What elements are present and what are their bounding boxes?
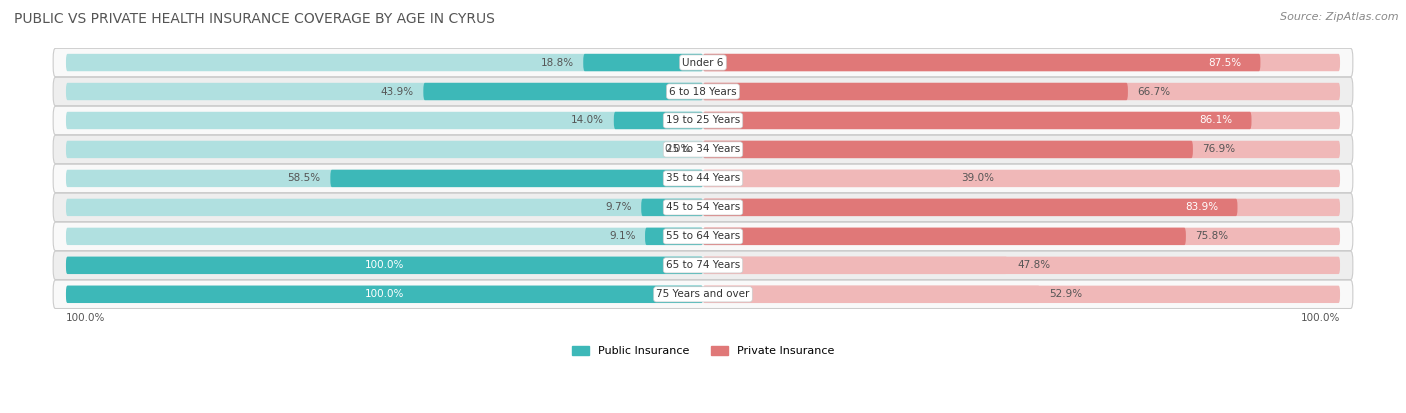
- Text: 66.7%: 66.7%: [1137, 86, 1171, 97]
- Text: 6 to 18 Years: 6 to 18 Years: [669, 86, 737, 97]
- FancyBboxPatch shape: [53, 280, 1353, 309]
- Legend: Public Insurance, Private Insurance: Public Insurance, Private Insurance: [568, 341, 838, 361]
- Text: Source: ZipAtlas.com: Source: ZipAtlas.com: [1281, 12, 1399, 22]
- FancyBboxPatch shape: [66, 228, 703, 245]
- FancyBboxPatch shape: [53, 77, 1353, 106]
- FancyBboxPatch shape: [53, 106, 1353, 135]
- FancyBboxPatch shape: [53, 193, 1353, 222]
- FancyBboxPatch shape: [703, 83, 1128, 100]
- FancyBboxPatch shape: [645, 228, 703, 245]
- FancyBboxPatch shape: [703, 228, 1185, 245]
- Text: 0.0%: 0.0%: [664, 145, 690, 154]
- Text: 76.9%: 76.9%: [1202, 145, 1236, 154]
- FancyBboxPatch shape: [703, 170, 1340, 187]
- FancyBboxPatch shape: [703, 141, 1192, 158]
- FancyBboxPatch shape: [66, 54, 703, 71]
- Text: 43.9%: 43.9%: [381, 86, 413, 97]
- Text: 9.1%: 9.1%: [609, 231, 636, 241]
- FancyBboxPatch shape: [423, 83, 703, 100]
- FancyBboxPatch shape: [66, 199, 703, 216]
- FancyBboxPatch shape: [703, 286, 1040, 303]
- FancyBboxPatch shape: [614, 112, 703, 129]
- FancyBboxPatch shape: [703, 256, 1340, 274]
- FancyBboxPatch shape: [66, 83, 703, 100]
- FancyBboxPatch shape: [53, 48, 1353, 77]
- FancyBboxPatch shape: [66, 170, 703, 187]
- Text: 19 to 25 Years: 19 to 25 Years: [666, 116, 740, 126]
- Text: 65 to 74 Years: 65 to 74 Years: [666, 260, 740, 271]
- Text: 14.0%: 14.0%: [571, 116, 605, 126]
- FancyBboxPatch shape: [703, 199, 1340, 216]
- FancyBboxPatch shape: [66, 256, 703, 274]
- FancyBboxPatch shape: [703, 256, 1008, 274]
- Text: 100.0%: 100.0%: [364, 260, 404, 271]
- Text: 55 to 64 Years: 55 to 64 Years: [666, 231, 740, 241]
- FancyBboxPatch shape: [53, 135, 1353, 164]
- FancyBboxPatch shape: [703, 141, 1340, 158]
- Text: 86.1%: 86.1%: [1199, 116, 1233, 126]
- FancyBboxPatch shape: [703, 170, 952, 187]
- Text: 35 to 44 Years: 35 to 44 Years: [666, 173, 740, 183]
- FancyBboxPatch shape: [703, 83, 1340, 100]
- FancyBboxPatch shape: [330, 170, 703, 187]
- FancyBboxPatch shape: [66, 112, 703, 129]
- FancyBboxPatch shape: [66, 286, 703, 303]
- Text: 45 to 54 Years: 45 to 54 Years: [666, 202, 740, 212]
- FancyBboxPatch shape: [53, 251, 1353, 280]
- FancyBboxPatch shape: [703, 228, 1340, 245]
- FancyBboxPatch shape: [703, 54, 1340, 71]
- Text: 100.0%: 100.0%: [66, 313, 105, 323]
- FancyBboxPatch shape: [53, 222, 1353, 251]
- Text: 52.9%: 52.9%: [1049, 290, 1083, 299]
- Text: 100.0%: 100.0%: [1301, 313, 1340, 323]
- FancyBboxPatch shape: [66, 256, 703, 274]
- FancyBboxPatch shape: [66, 286, 703, 303]
- Text: 83.9%: 83.9%: [1185, 202, 1219, 212]
- FancyBboxPatch shape: [703, 199, 1237, 216]
- Text: 9.7%: 9.7%: [605, 202, 631, 212]
- Text: 75.8%: 75.8%: [1195, 231, 1229, 241]
- Text: PUBLIC VS PRIVATE HEALTH INSURANCE COVERAGE BY AGE IN CYRUS: PUBLIC VS PRIVATE HEALTH INSURANCE COVER…: [14, 12, 495, 26]
- Text: 100.0%: 100.0%: [364, 290, 404, 299]
- Text: 18.8%: 18.8%: [540, 57, 574, 68]
- FancyBboxPatch shape: [703, 112, 1251, 129]
- FancyBboxPatch shape: [703, 112, 1340, 129]
- Text: 47.8%: 47.8%: [1017, 260, 1050, 271]
- FancyBboxPatch shape: [53, 164, 1353, 192]
- Text: 39.0%: 39.0%: [960, 173, 994, 183]
- Text: 87.5%: 87.5%: [1208, 57, 1241, 68]
- FancyBboxPatch shape: [703, 54, 1260, 71]
- FancyBboxPatch shape: [703, 286, 1340, 303]
- FancyBboxPatch shape: [583, 54, 703, 71]
- FancyBboxPatch shape: [66, 141, 703, 158]
- Text: 25 to 34 Years: 25 to 34 Years: [666, 145, 740, 154]
- FancyBboxPatch shape: [641, 199, 703, 216]
- Text: 75 Years and over: 75 Years and over: [657, 290, 749, 299]
- Text: Under 6: Under 6: [682, 57, 724, 68]
- Text: 58.5%: 58.5%: [288, 173, 321, 183]
